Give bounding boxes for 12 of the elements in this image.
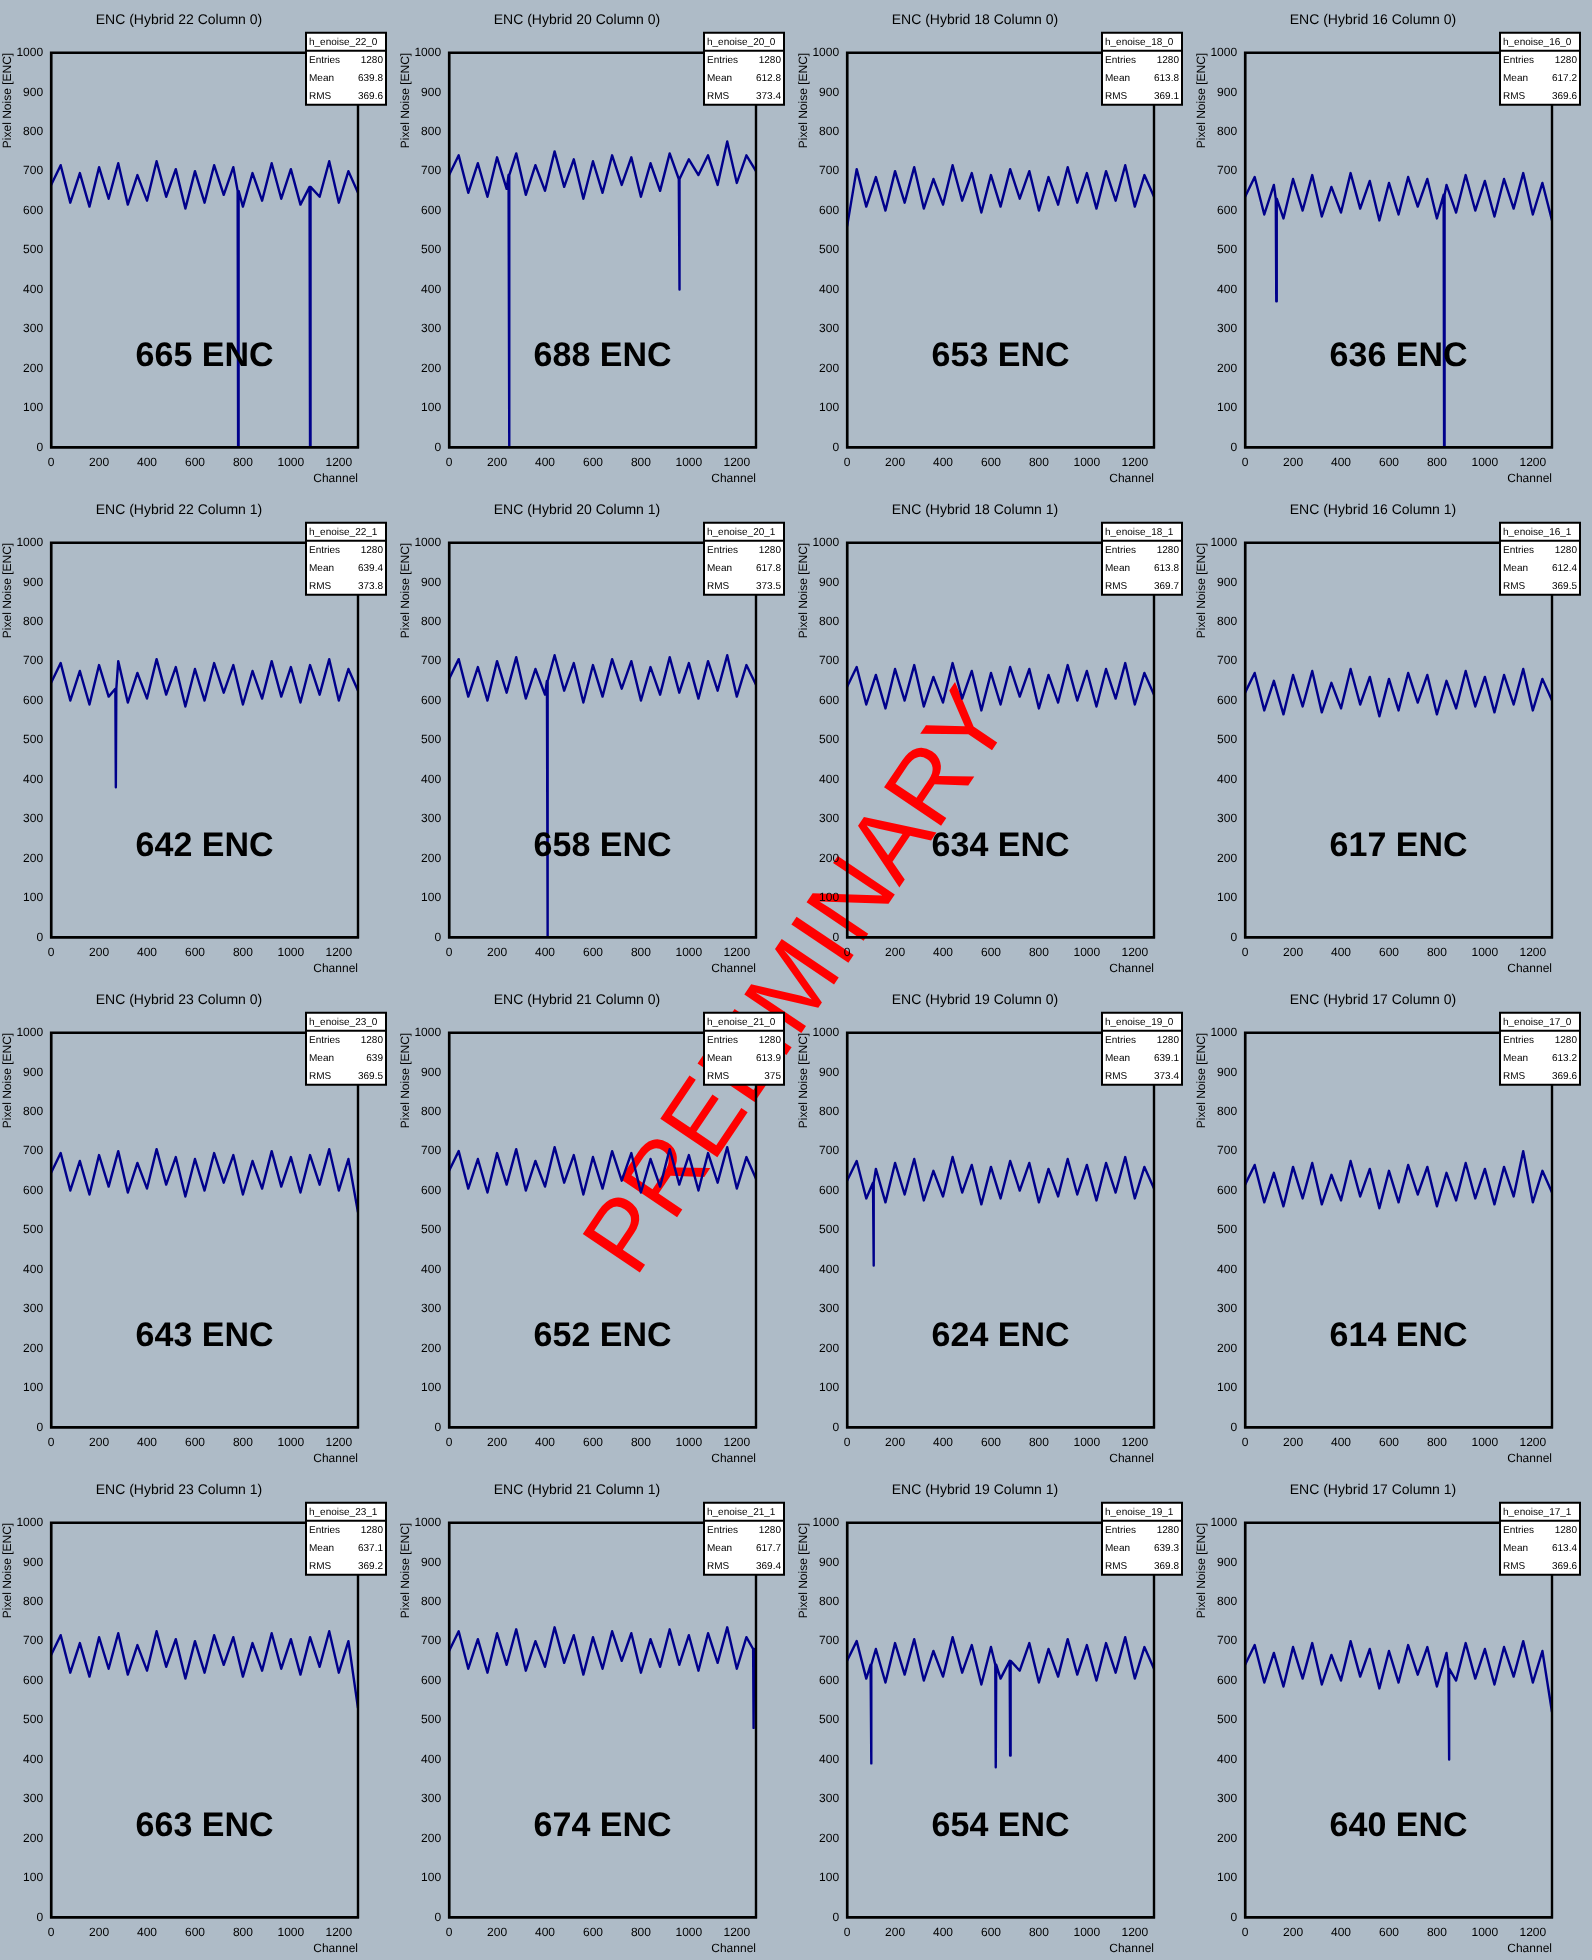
- annotation: 688 ENC: [533, 335, 672, 374]
- annotation: 640 ENC: [1329, 1805, 1468, 1844]
- annotation: 653 ENC: [931, 335, 1070, 374]
- annotation: 643 ENC: [135, 1315, 274, 1354]
- annotation: 674 ENC: [533, 1805, 672, 1844]
- annotation: 652 ENC: [533, 1315, 672, 1354]
- annotation: 663 ENC: [135, 1805, 274, 1844]
- annotation: 642 ENC: [135, 825, 274, 864]
- annotation: 624 ENC: [931, 1315, 1070, 1354]
- annotation: 654 ENC: [931, 1805, 1070, 1844]
- annotation: 614 ENC: [1329, 1315, 1468, 1354]
- annotation: 617 ENC: [1329, 825, 1468, 864]
